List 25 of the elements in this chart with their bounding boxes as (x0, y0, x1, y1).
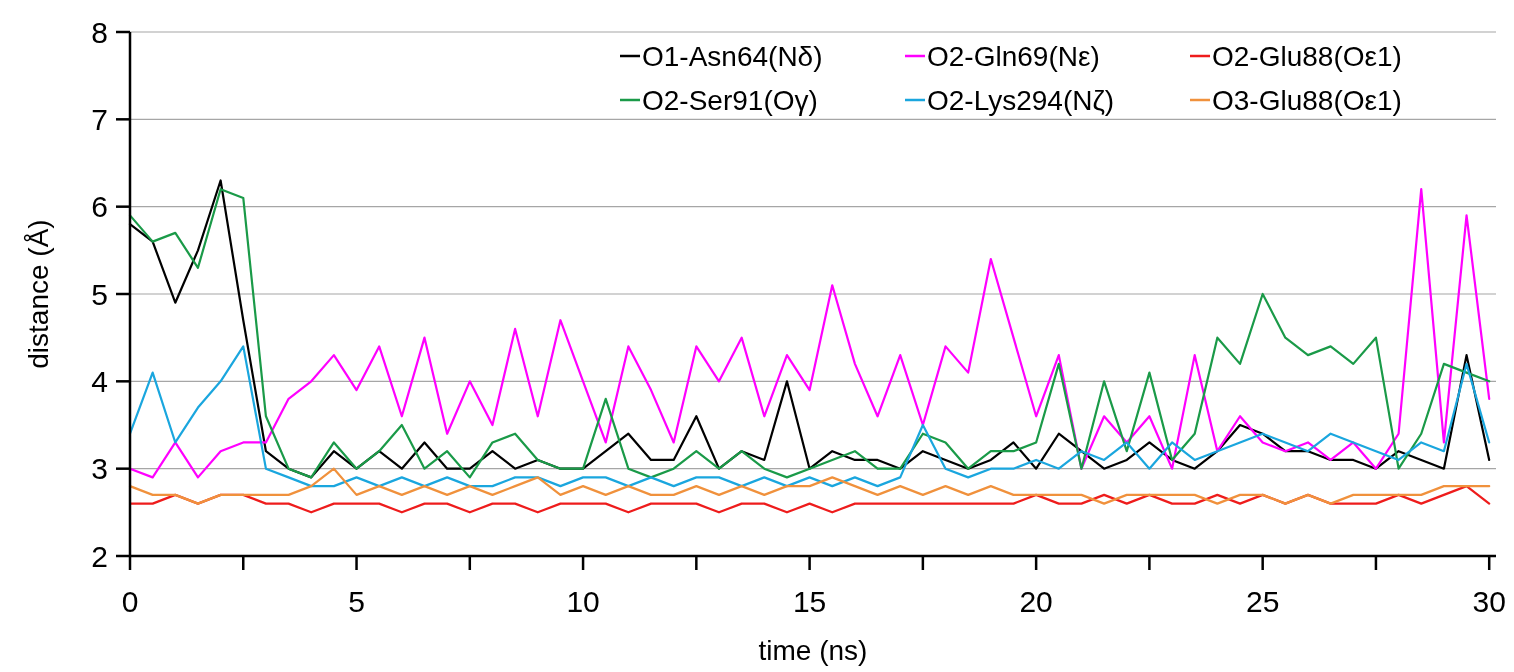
x-axis-title: time (ns) (758, 635, 868, 666)
line-series (128, 485, 1491, 514)
y-axis-title: distance (Å) (23, 219, 54, 369)
x-tick-label: 25 (1245, 585, 1280, 618)
x-tick-label: 15 (792, 585, 827, 618)
x-tick-label: 5 (348, 585, 365, 618)
y-tick-label: 3 (91, 452, 108, 486)
y-tick-label: 6 (91, 190, 108, 224)
legend-label: O3-Glu88(Oε1) (1212, 84, 1402, 116)
y-tick-label: 8 (91, 15, 108, 49)
x-tick-label: 0 (121, 585, 139, 618)
x-tick-label: 10 (566, 585, 600, 618)
line-series (128, 467, 1491, 505)
line-series (128, 345, 1491, 488)
legend-label: O2-Lys294(Nζ) (927, 84, 1115, 116)
x-tick-label: 30 (1472, 585, 1506, 618)
y-tick-label: 4 (91, 364, 108, 398)
legend-label: O2-Glu88(Oε1) (1212, 40, 1402, 72)
x-tick-label: 20 (1019, 585, 1053, 618)
legend-label: O2-Ser91(Oγ) (642, 84, 818, 116)
legend-label: O2-Gln69(Nε) (927, 40, 1100, 72)
legend-label: O1-Asn64(Nδ) (642, 40, 823, 72)
y-tick-label: 7 (91, 102, 108, 136)
y-tick-label: 2 (91, 539, 108, 573)
y-tick-label: 5 (91, 277, 108, 311)
